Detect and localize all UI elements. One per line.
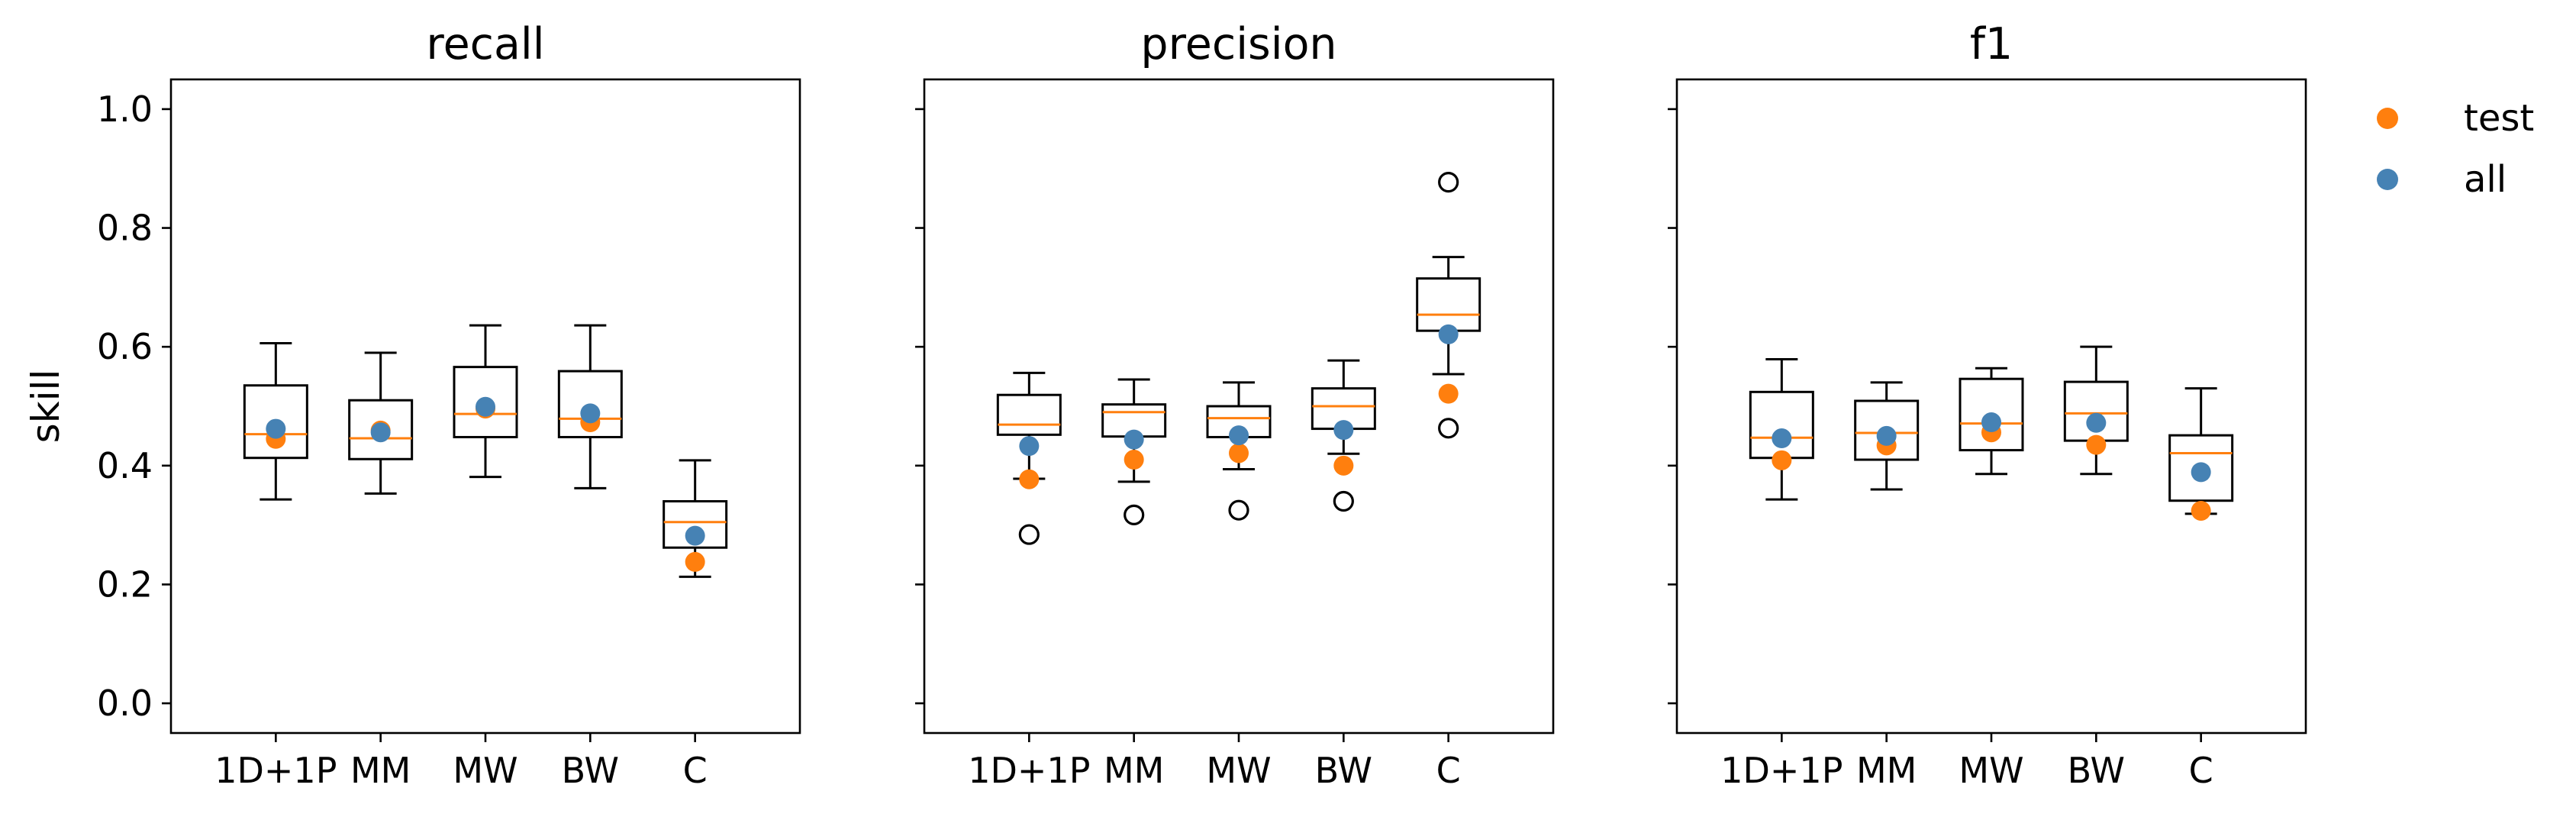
all-point	[2191, 462, 2211, 483]
x-tick-label: C	[683, 750, 708, 791]
iqr-box	[348, 399, 414, 460]
box-1D+1P	[243, 342, 308, 501]
box-BW	[557, 324, 623, 489]
test-point	[2191, 500, 2211, 521]
x-tick-label: BW	[562, 750, 619, 791]
x-tick-label: BW	[2068, 750, 2125, 791]
test-point	[685, 551, 705, 572]
iqr-box	[663, 500, 728, 549]
panel-recall: recall 0.0 0.2 0.4 0.6 0.8 1.0 1D+1P MM MW BW C	[97, 19, 801, 791]
iqr-box	[1959, 377, 2024, 452]
test-point	[1438, 383, 1459, 404]
box-MM	[348, 351, 414, 495]
box-MW	[453, 324, 518, 479]
outlier-point	[1018, 524, 1040, 545]
iqr-box	[243, 384, 308, 460]
iqr-box	[996, 393, 1062, 436]
box-1D+1P	[996, 371, 1062, 545]
x-tick-label: MM	[1856, 750, 1917, 791]
all-point	[370, 422, 391, 443]
all-point	[266, 418, 286, 439]
all-point	[1438, 324, 1459, 344]
test-point	[2086, 434, 2107, 455]
test-point	[1229, 443, 1249, 463]
box-MM	[1854, 381, 1920, 491]
iqr-box	[557, 370, 623, 438]
iqr-box	[2168, 434, 2234, 502]
legend-marker-all	[2377, 169, 2398, 190]
x-tick-label: MW	[1206, 750, 1271, 791]
box-MM	[1101, 378, 1167, 526]
panel-title: f1	[1970, 19, 2013, 69]
x-tick-label: 1D+1P	[1720, 750, 1843, 791]
box-MW	[1959, 367, 2024, 476]
legend-label-all: all	[2464, 158, 2507, 201]
y-tick-label: 0.4	[97, 445, 153, 486]
box-C	[1416, 172, 1481, 439]
x-tick-label: BW	[1315, 750, 1372, 791]
legend: test all	[2377, 97, 2534, 201]
all-point	[476, 396, 495, 417]
test-point	[1333, 455, 1354, 476]
panel-f1: f1 1D+1P MM MW BW C	[1668, 19, 2307, 791]
x-tick-label: MM	[1104, 750, 1164, 791]
y-tick-label: 0.0	[97, 683, 153, 724]
y-tick-label: 0.2	[97, 564, 153, 605]
iqr-box	[453, 366, 518, 438]
outlier-point	[1228, 499, 1249, 521]
all-point	[580, 403, 601, 424]
x-tick-label: C	[1436, 750, 1461, 791]
legend-marker-test	[2377, 108, 2398, 129]
box-MW	[1206, 381, 1272, 521]
all-point	[1333, 420, 1354, 441]
iqr-box	[1854, 399, 1920, 461]
box-BW	[2063, 345, 2129, 476]
all-point	[685, 525, 705, 546]
all-point	[1124, 429, 1144, 450]
outlier-point	[1438, 172, 1459, 193]
outlier-point	[1124, 504, 1145, 526]
test-point	[1124, 450, 1144, 470]
legend-label-test: test	[2464, 97, 2534, 140]
panel-precision: precision 1D+1P MM MW BW C	[915, 19, 1555, 791]
y-tick-label: 0.6	[97, 326, 153, 367]
x-tick-label: 1D+1P	[214, 750, 337, 791]
y-tick-label: 1.0	[97, 89, 153, 130]
x-tick-label: MW	[453, 750, 517, 791]
y-tick-label: 0.8	[97, 208, 153, 249]
box-1D+1P	[1749, 358, 1814, 501]
panel-title: precision	[1140, 19, 1336, 69]
test-point	[1772, 450, 1792, 470]
box-C	[663, 459, 728, 578]
all-point	[2086, 412, 2107, 433]
iqr-box	[1416, 277, 1481, 332]
x-tick-label: MW	[1959, 750, 2023, 791]
plot-frame	[1675, 78, 2307, 735]
box-BW	[1311, 359, 1376, 512]
all-point	[1981, 412, 2001, 433]
all-point	[1019, 436, 1040, 457]
y-axis-label: skill	[24, 370, 68, 444]
all-point	[1876, 425, 1897, 446]
x-tick-label: 1D+1P	[968, 750, 1090, 791]
x-tick-label: C	[2189, 750, 2213, 791]
outlier-point	[1333, 490, 1354, 512]
test-point	[1019, 469, 1040, 489]
x-tick-label: MM	[350, 750, 411, 791]
all-point	[1229, 425, 1249, 446]
all-point	[1772, 428, 1792, 449]
panel-title: recall	[426, 19, 544, 69]
outlier-point	[1438, 418, 1459, 439]
box-C	[2168, 387, 2234, 521]
